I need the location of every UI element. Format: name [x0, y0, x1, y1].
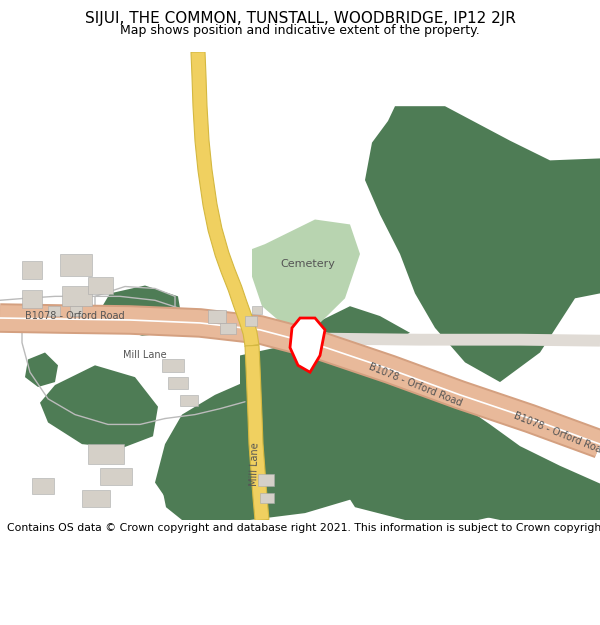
- Polygon shape: [40, 366, 158, 448]
- Polygon shape: [191, 52, 259, 347]
- Bar: [82, 491, 110, 508]
- Text: Mill Lane: Mill Lane: [249, 442, 261, 486]
- Bar: [88, 277, 113, 294]
- Polygon shape: [252, 219, 360, 326]
- Bar: [162, 359, 184, 372]
- Bar: [32, 478, 54, 494]
- Bar: [60, 254, 92, 276]
- Bar: [48, 306, 60, 316]
- Bar: [220, 323, 236, 334]
- Text: B1078 - Orford Road: B1078 - Orford Road: [367, 362, 463, 408]
- Bar: [168, 377, 188, 389]
- Bar: [100, 468, 132, 484]
- Polygon shape: [262, 306, 410, 343]
- Bar: [88, 444, 124, 464]
- Bar: [252, 306, 262, 314]
- Bar: [180, 395, 198, 406]
- Polygon shape: [162, 454, 248, 520]
- Polygon shape: [155, 375, 382, 520]
- Polygon shape: [335, 416, 508, 520]
- Bar: [70, 306, 82, 316]
- Polygon shape: [290, 318, 325, 372]
- Bar: [62, 286, 92, 306]
- Bar: [245, 316, 257, 326]
- Bar: [22, 291, 42, 308]
- Polygon shape: [245, 345, 269, 521]
- Text: Map shows position and indicative extent of the property.: Map shows position and indicative extent…: [120, 24, 480, 38]
- Text: Mill Lane: Mill Lane: [123, 351, 167, 361]
- Text: Contains OS data © Crown copyright and database right 2021. This information is : Contains OS data © Crown copyright and d…: [7, 523, 600, 533]
- Text: Cemetery: Cemetery: [281, 259, 335, 269]
- Polygon shape: [365, 106, 600, 382]
- Polygon shape: [255, 332, 600, 347]
- Bar: [258, 474, 274, 486]
- Polygon shape: [0, 303, 600, 458]
- Polygon shape: [100, 286, 182, 336]
- Polygon shape: [25, 352, 58, 387]
- Polygon shape: [0, 305, 600, 456]
- Polygon shape: [240, 342, 600, 520]
- Bar: [22, 261, 42, 279]
- Text: SIJUI, THE COMMON, TUNSTALL, WOODBRIDGE, IP12 2JR: SIJUI, THE COMMON, TUNSTALL, WOODBRIDGE,…: [85, 11, 515, 26]
- Text: B1078 - Orford Road: B1078 - Orford Road: [512, 411, 600, 458]
- Bar: [208, 310, 226, 323]
- Text: B1078 - Orford Road: B1078 - Orford Road: [25, 311, 125, 321]
- Bar: [260, 493, 274, 503]
